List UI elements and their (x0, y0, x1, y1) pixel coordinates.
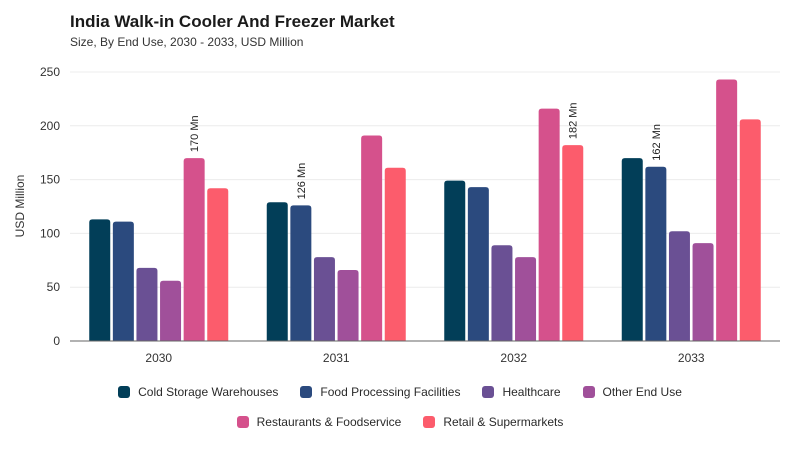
legend-item: Healthcare (482, 385, 561, 399)
legend-label: Cold Storage Warehouses (138, 385, 279, 399)
bar-2030-other-end-use (160, 280, 182, 341)
bar-2031-retail-supermarkets (384, 167, 406, 341)
bars-layer (89, 79, 761, 342)
legend-item: Retail & Supermarkets (423, 415, 563, 429)
bar-2033-retail-supermarkets (739, 119, 761, 342)
x-tick-label: 2030 (145, 351, 172, 365)
bar-2033-restaurants-foodservice (716, 79, 738, 342)
legend-row-2: Restaurants & Foodservice Retail & Superm… (0, 415, 800, 429)
bar-2030-retail-supermarkets (207, 188, 229, 341)
legend-swatch (582, 386, 595, 398)
bar-2030-food-processing-facilities (112, 221, 134, 341)
legend-row-1: Cold Storage Warehouses Food Processing F… (0, 385, 800, 399)
legend-swatch (118, 386, 131, 398)
y-tick-label: 50 (47, 280, 61, 294)
bar-2032-retail-supermarkets (562, 145, 584, 341)
legend-item: Food Processing Facilities (300, 385, 460, 399)
bar-2030-restaurants-foodservice (183, 158, 205, 341)
legend-swatch (300, 386, 313, 398)
y-tick-label: 100 (40, 226, 60, 240)
bar-2032-other-end-use (515, 257, 537, 341)
bar-2032-restaurants-foodservice (538, 108, 560, 341)
data-label: 162 Mn (651, 124, 663, 161)
y-tick-label: 0 (53, 334, 60, 348)
x-tick-label: 2033 (678, 351, 705, 365)
bar-2032-food-processing-facilities (467, 187, 489, 341)
bar-2031-other-end-use (337, 269, 359, 341)
legend-label: Other End Use (602, 385, 682, 399)
chart-title: India Walk-in Cooler And Freezer Market (70, 12, 395, 31)
y-tick-label: 250 (40, 65, 60, 79)
legend-item: Other End Use (582, 385, 682, 399)
data-label: 126 Mn (296, 163, 308, 200)
bar-2030-cold-storage-warehouses (89, 219, 111, 341)
chart-subtitle: Size, By End Use, 2030 - 2033, USD Milli… (70, 35, 304, 49)
data-label: 182 Mn (568, 102, 580, 139)
bar-2031-food-processing-facilities (290, 205, 312, 341)
data-label: 170 Mn (189, 115, 201, 152)
y-tick-label: 200 (40, 119, 60, 133)
legend-label: Restaurants & Foodservice (256, 415, 402, 429)
legend-item: Cold Storage Warehouses (118, 385, 278, 399)
y-axis-label: USD Million (13, 175, 27, 238)
bar-2031-healthcare (313, 257, 335, 341)
labels-layer: 0 50 100 150 200 250 2030 2031 2032 2033 170 Mn 126… (40, 65, 705, 365)
bar-2030-healthcare (136, 267, 158, 341)
bar-2031-cold-storage-warehouses (266, 202, 288, 341)
legend-item: Restaurants & Foodservice (236, 415, 402, 429)
bar-2033-other-end-use (692, 243, 714, 341)
bar-2033-food-processing-facilities (645, 166, 667, 341)
bar-2032-cold-storage-warehouses (444, 180, 466, 341)
bar-2033-healthcare (668, 231, 690, 341)
legend-swatch (482, 386, 495, 398)
bar-2033-cold-storage-warehouses (621, 158, 643, 341)
legend-label: Retail & Supermarkets (443, 415, 564, 429)
legend-swatch (423, 416, 436, 428)
bar-2031-restaurants-foodservice (361, 135, 383, 341)
legend-swatch (236, 416, 249, 428)
x-tick-label: 2031 (323, 351, 350, 365)
x-tick-label: 2032 (500, 351, 527, 365)
y-tick-label: 150 (40, 173, 60, 187)
bar-2032-healthcare (491, 245, 513, 341)
legend-label: Food Processing Facilities (320, 385, 461, 399)
legend-label: Healthcare (502, 385, 561, 399)
